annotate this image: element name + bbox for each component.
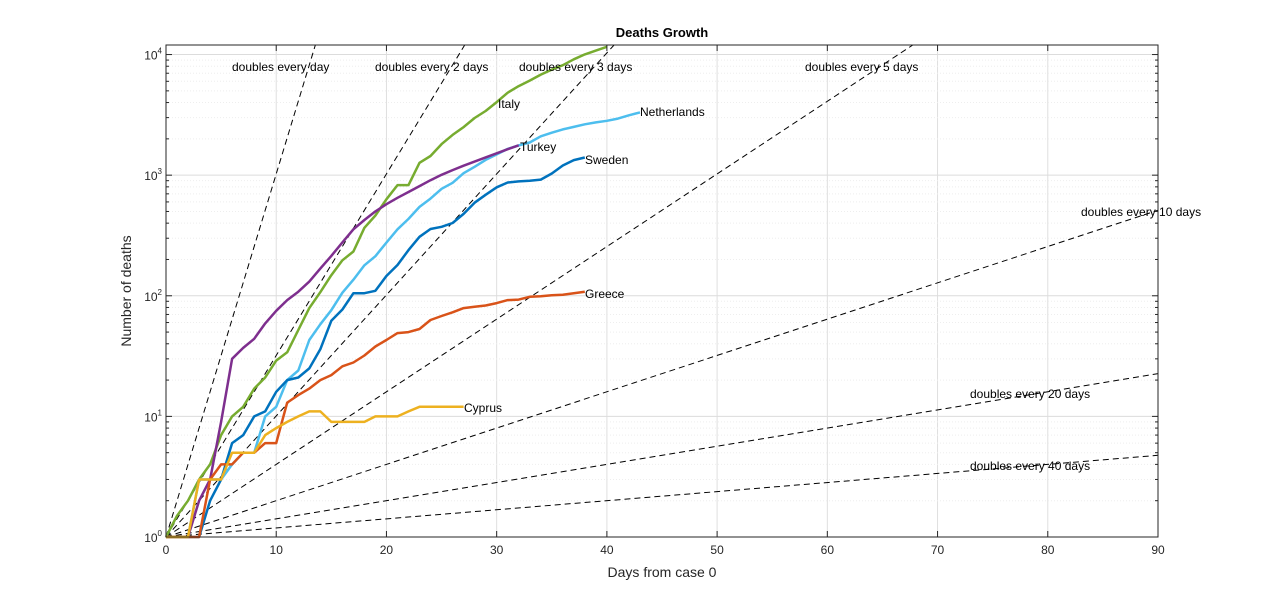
series-line [166, 144, 520, 539]
y-tick-label: 102 [144, 288, 162, 304]
series-line [166, 405, 464, 539]
plot-area-frame [165, 44, 1159, 538]
series-lines [164, 45, 641, 539]
reference-line-label: doubles every 2 days [375, 60, 488, 74]
y-tick-label: 100 [144, 529, 162, 545]
reference-line [165, 209, 1159, 538]
reference-line-label: doubles every 3 days [519, 60, 632, 74]
x-tick-label: 10 [270, 543, 284, 557]
series-label: Italy [498, 97, 520, 111]
reference-line [165, 44, 914, 538]
grid [165, 45, 1159, 538]
y-tick-label: 103 [144, 167, 162, 183]
x-tick-label: 20 [380, 543, 394, 557]
series-label: Greece [585, 287, 625, 301]
reference-line-label: doubles every 20 days [970, 387, 1090, 401]
reference-line [165, 44, 316, 538]
axis-ticks: 0 10 20 30 40 50 60 70 80 90 100 101 102 103 104 [144, 45, 1165, 557]
x-tick-label: 40 [600, 543, 614, 557]
chart-title: Deaths Growth [616, 25, 709, 40]
x-tick-label: 90 [1151, 543, 1165, 557]
series-label: Cyprus [464, 401, 502, 415]
reference-line-label: doubles every 10 days [1081, 205, 1201, 219]
series-line [166, 111, 641, 539]
annotations: doubles every day doubles every 2 days dou… [232, 60, 1201, 473]
y-tick-label: 104 [144, 47, 162, 63]
reference-line [165, 373, 1159, 538]
x-tick-label: 60 [821, 543, 835, 557]
reference-line-label: doubles every day [232, 60, 329, 74]
y-tick-label: 101 [144, 408, 162, 424]
x-tick-label: 0 [163, 543, 170, 557]
y-axis-label: Number of deaths [118, 235, 134, 346]
x-axis-label: Days from case 0 [608, 564, 717, 580]
series-label: Sweden [585, 153, 628, 167]
x-tick-label: 30 [490, 543, 504, 557]
series-line [166, 290, 585, 539]
reference-line [165, 454, 1159, 538]
series-label: Netherlands [640, 105, 705, 119]
x-tick-label: 50 [710, 543, 724, 557]
x-tick-label: 70 [931, 543, 945, 557]
reference-line-label: doubles every 40 days [970, 459, 1090, 473]
series-label: Turkey [520, 140, 556, 154]
x-tick-label: 80 [1041, 543, 1055, 557]
series-line [164, 45, 608, 538]
series-line [166, 156, 586, 539]
reference-line-label: doubles every 5 days [805, 60, 918, 74]
